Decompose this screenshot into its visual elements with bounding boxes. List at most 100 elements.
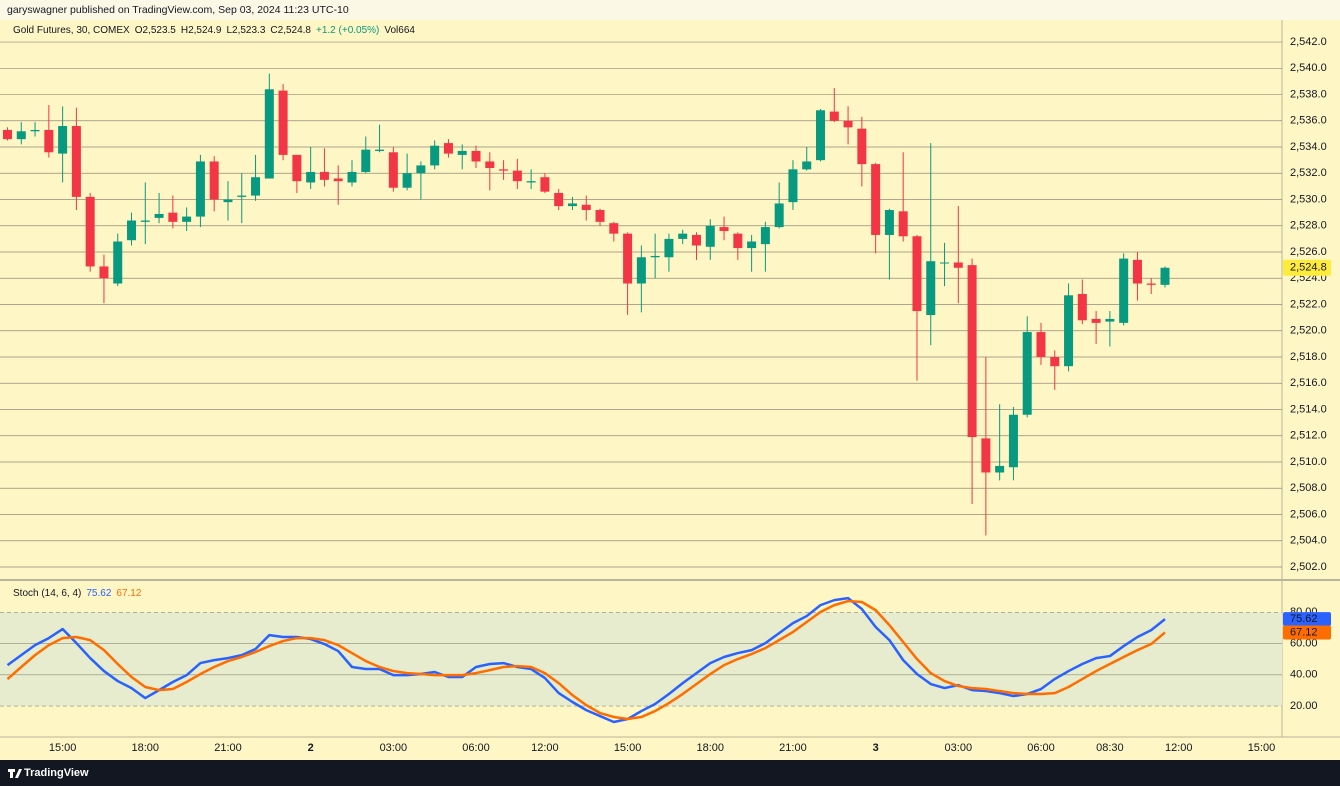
candle-body [636, 257, 646, 284]
x-tick-label: 03:00 [380, 742, 408, 754]
y-tick-label: 2,530.0 [1290, 193, 1327, 205]
header-text: garyswagner published on TradingView.com… [7, 4, 354, 16]
candle-body [319, 171, 329, 180]
candle-body [457, 150, 467, 155]
footer-bar [0, 760, 1340, 786]
last-value-tag [1283, 625, 1331, 640]
candle-body [237, 195, 247, 197]
x-tick-label: 03:00 [945, 742, 973, 754]
y-tick-label: 2,502.0 [1290, 561, 1327, 573]
candle-body [719, 227, 729, 232]
y-tick-label: 2,514.0 [1290, 403, 1327, 415]
x-tick-label: 15:00 [49, 742, 77, 754]
candle-body [898, 211, 908, 237]
y-tick-label: 2,542.0 [1290, 36, 1327, 48]
x-tick-label: 08:30 [1096, 742, 1124, 754]
x-tick-label: 21:00 [214, 742, 242, 754]
x-tick-label: 12:00 [531, 742, 559, 754]
candle-body [1050, 357, 1060, 367]
candle-body [264, 89, 274, 179]
candle-body [857, 128, 867, 165]
y-tick-label: 2,538.0 [1290, 88, 1327, 100]
candle-body [926, 261, 936, 316]
candle-body [375, 149, 385, 151]
candle-body [71, 126, 81, 197]
candle-body [333, 178, 343, 182]
candle-body [278, 90, 288, 155]
candle-body [168, 212, 178, 222]
candle-body [1008, 414, 1018, 468]
legend-value: 75.62 [86, 588, 112, 599]
y-tick-label: 2,528.0 [1290, 220, 1327, 232]
x-tick-label: 06:00 [1027, 742, 1055, 754]
candle-body [871, 164, 881, 235]
candle-body [85, 196, 95, 267]
candle-body [595, 210, 605, 222]
candle-body [154, 213, 164, 218]
x-tick-label: 18:00 [697, 742, 725, 754]
candle-body [306, 171, 316, 183]
candle-body [981, 438, 991, 473]
y-tick-label: 2,512.0 [1290, 430, 1327, 442]
stoch-line [6, 596, 1166, 724]
y-tick-label: 2,510.0 [1290, 456, 1327, 468]
logo-part [15, 769, 22, 778]
candle-body [581, 204, 591, 211]
candle-body [209, 161, 219, 200]
x-tick-label: 15:00 [1248, 742, 1276, 754]
candle-body [1146, 283, 1156, 285]
y-tick-label: 2,534.0 [1290, 141, 1327, 153]
x-tick-label: 15:00 [614, 742, 642, 754]
candle-body [485, 161, 495, 169]
candle-body [678, 233, 688, 239]
candle-body [416, 165, 426, 174]
legend-value: O2,523.5 [134, 25, 176, 36]
legend-value: L2,523.3 [226, 25, 266, 36]
candle-body [843, 120, 853, 128]
legend-value: Vol664 [384, 25, 415, 36]
header-bar [0, 0, 1340, 20]
candle-body [650, 255, 660, 258]
y-tick-label: 2,536.0 [1290, 115, 1327, 127]
x-tick-label: 18:00 [132, 742, 160, 754]
candle-body [912, 236, 922, 312]
publisher-line: garyswagner published on TradingView.com… [7, 4, 349, 16]
candle-body [733, 233, 743, 249]
candle-body [940, 262, 950, 264]
candle-body [1132, 259, 1142, 284]
legend-value: H2,524.9 [180, 25, 222, 36]
candle-body [1022, 332, 1032, 415]
candle-body [995, 465, 1005, 473]
candle-body [251, 177, 261, 196]
candle-body [816, 110, 826, 161]
last-value-label: 75.62 [1290, 613, 1318, 625]
candle-body [829, 111, 839, 121]
y-tick-label: 2,526.0 [1290, 246, 1327, 258]
candle-body [953, 262, 963, 268]
candle-body [443, 143, 453, 154]
last-value-tag [1283, 612, 1331, 627]
candle-body [788, 169, 798, 203]
last-value-label: 67.12 [1290, 626, 1318, 638]
candle-body [2, 129, 12, 140]
y-tick-label: 2,540.0 [1290, 62, 1327, 74]
candle-body [1036, 332, 1046, 358]
candle-body [623, 233, 633, 284]
candle-body [58, 126, 68, 154]
candle-body [1064, 295, 1074, 367]
stoch-line [6, 599, 1166, 721]
candle-body [361, 149, 371, 172]
candle-body [223, 199, 233, 203]
x-tick-label: 2 [308, 742, 314, 754]
candle-body [747, 241, 757, 249]
candle-body [16, 131, 26, 140]
y-tick-label: 2,520.0 [1290, 325, 1327, 337]
candle-body [664, 238, 674, 258]
y-tick-label: 20.00 [1290, 700, 1318, 712]
y-tick-label: 2,504.0 [1290, 535, 1327, 547]
candle-body [347, 171, 357, 183]
candle-body [182, 216, 192, 222]
candle-body [705, 225, 715, 247]
footer: TradingView [24, 767, 94, 779]
candle-body [526, 181, 536, 183]
